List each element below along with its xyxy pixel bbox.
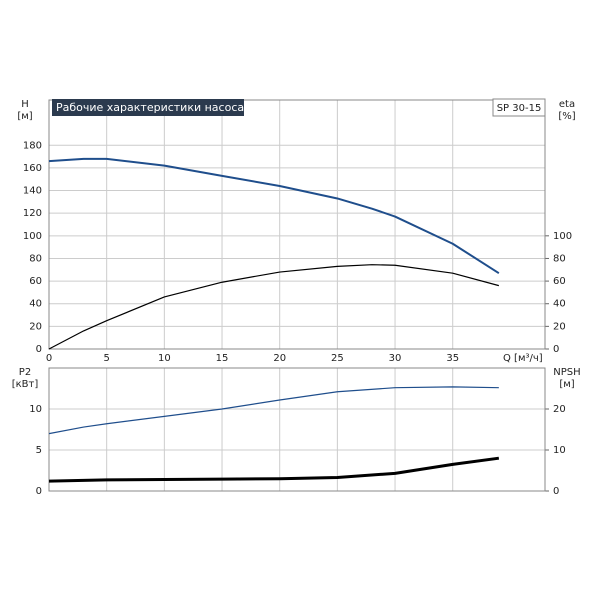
y-tick-label: 120	[23, 208, 42, 219]
y2-tick-label: 0	[553, 486, 559, 497]
y-axis-label: [м]	[17, 111, 32, 122]
y-tick-label: 180	[23, 140, 42, 151]
y2-tick-label: 80	[553, 253, 566, 264]
y-tick-label: 80	[29, 253, 42, 264]
y2-tick-label: 60	[553, 276, 566, 287]
y2-tick-label: 0	[553, 344, 559, 355]
x-tick-label: 30	[389, 353, 402, 364]
x-tick-label: 5	[103, 353, 109, 364]
y2-axis-label: [м]	[559, 379, 574, 390]
y2-tick-label: 10	[553, 445, 566, 456]
y-tick-label: 10	[29, 404, 42, 415]
plot-border	[48, 99, 546, 350]
y-tick-label: 0	[36, 344, 42, 355]
y-tick-label: 20	[29, 321, 42, 332]
chart-title: Рабочие характеристики насоса	[56, 101, 244, 114]
x-tick-label: 10	[158, 353, 171, 364]
y-tick-label: 60	[29, 276, 42, 287]
y-tick-label: 160	[23, 163, 42, 174]
model-label: SP 30-15	[497, 103, 542, 114]
y-axis-label: P2	[19, 367, 31, 378]
model-box	[492, 98, 546, 117]
series-line	[48, 157, 500, 275]
y-tick-label: 140	[23, 186, 42, 197]
x-tick-label: 20	[273, 353, 286, 364]
x-tick-label: 0	[46, 353, 52, 364]
series-line	[48, 456, 500, 483]
y2-tick-label: 100	[553, 231, 572, 242]
y2-tick-label: 20	[553, 321, 566, 332]
x-tick-label: 25	[331, 353, 344, 364]
y-tick-label: 100	[23, 231, 42, 242]
y-axis-label: H	[21, 99, 29, 110]
x-axis-label: Q [м³/ч]	[503, 353, 543, 364]
x-tick-label: 15	[216, 353, 229, 364]
y-axis-label: [кВт]	[12, 379, 39, 390]
y2-axis-label: [%]	[558, 111, 575, 122]
title-box	[52, 99, 244, 116]
y-tick-label: 5	[36, 445, 42, 456]
y2-axis-label: eta	[559, 99, 575, 110]
y2-tick-label: 40	[553, 299, 566, 310]
x-tick-label: 35	[446, 353, 459, 364]
y2-axis-label: NPSH	[553, 367, 580, 378]
y-tick-label: 0	[36, 486, 42, 497]
series-line	[48, 386, 499, 435]
plot-border	[48, 367, 546, 492]
y-tick-label: 40	[29, 299, 42, 310]
series-line	[48, 264, 500, 350]
y2-tick-label: 20	[553, 404, 566, 415]
